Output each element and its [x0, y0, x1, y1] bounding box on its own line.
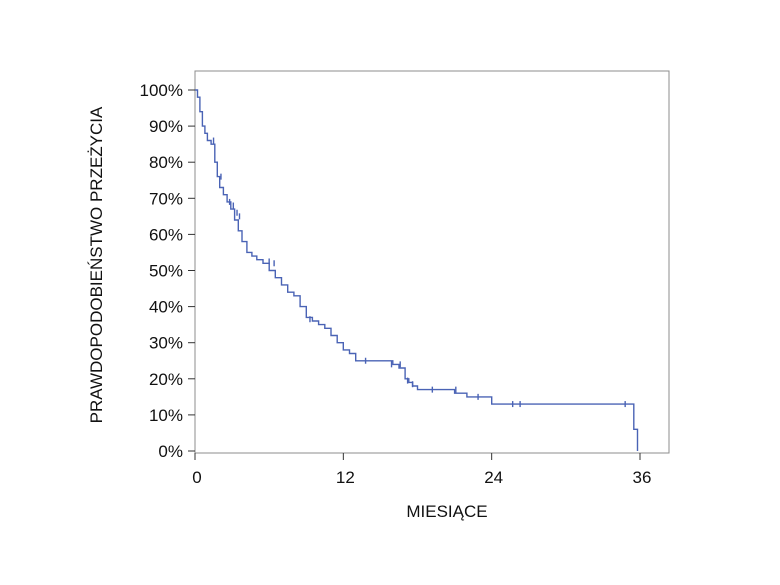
x-tick-label: 36 — [633, 468, 652, 487]
x-axis-title: MIESIĄCE — [406, 502, 487, 521]
y-tick-label: 20% — [149, 370, 183, 389]
plot-frame — [194, 70, 670, 454]
y-tick-label: 70% — [149, 189, 183, 208]
x-tick-label: 24 — [484, 468, 503, 487]
y-tick-label: 50% — [149, 262, 183, 281]
y-tick-label: 60% — [149, 225, 183, 244]
x-tick-label: 12 — [336, 468, 355, 487]
y-tick-label: 30% — [149, 334, 183, 353]
y-axis-ticks: 0% 10% 20% 30% 40% 50% 60% 70% 80% 90% 100% — [140, 81, 195, 461]
y-tick-label: 90% — [149, 117, 183, 136]
y-tick-label: 0% — [158, 442, 183, 461]
x-tick-label: 0 — [192, 468, 201, 487]
y-axis-title: PRAWDOPODOBIEŃSTWO PRZEŻYCIA — [87, 106, 106, 423]
survival-curve-line — [195, 89, 639, 451]
y-tick-label: 40% — [149, 298, 183, 317]
y-tick-label: 10% — [149, 406, 183, 425]
y-tick-label: 100% — [140, 81, 183, 100]
censor-marks — [212, 137, 626, 408]
y-tick-label: 80% — [149, 153, 183, 172]
x-axis-ticks: 0 12 24 36 — [192, 453, 651, 487]
